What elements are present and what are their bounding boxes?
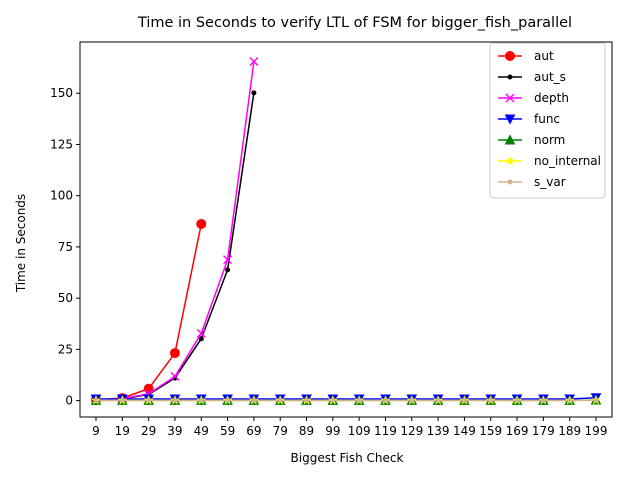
x-tick-label: 139: [427, 424, 450, 438]
legend-marker: [504, 134, 516, 145]
x-tick-label: 159: [479, 424, 502, 438]
y-tick-label: 125: [50, 137, 73, 151]
plot-frame: [79, 41, 613, 418]
x-tick-label: 29: [141, 424, 156, 438]
data-point: [330, 397, 336, 403]
x-tick-label: 89: [299, 424, 314, 438]
data-point: [461, 397, 467, 403]
x-tick-label: 109: [348, 424, 371, 438]
y-tick-label: 0: [65, 394, 73, 408]
data-point: [304, 397, 310, 403]
x-tick-label: 9: [92, 424, 100, 438]
y-axis: 0 25 50 75 100 125 150: [50, 86, 80, 408]
plot-area: [79, 41, 613, 418]
x-tick-label: 119: [374, 424, 397, 438]
data-point: [172, 397, 178, 403]
x-tick-label: 39: [167, 424, 182, 438]
data-point: [198, 336, 204, 342]
legend-label: aut_s: [534, 70, 566, 84]
x-tick-label: 149: [453, 424, 476, 438]
data-point: [251, 397, 257, 403]
data-point: [225, 267, 231, 273]
x-tick-label: 169: [506, 424, 529, 438]
data-point: [223, 255, 233, 265]
data-point: [196, 328, 206, 338]
data-point: [169, 348, 180, 359]
x-tick-label: 69: [246, 424, 261, 438]
legend-item: depth: [498, 91, 569, 105]
y-tick-label: 100: [50, 189, 73, 203]
chart-title: Time in Seconds to verify LTL of FSM for…: [137, 15, 572, 31]
data-point: [225, 397, 231, 403]
y-tick-label: 50: [58, 291, 73, 305]
data-point: [356, 397, 362, 403]
legend-marker: [505, 93, 515, 103]
legend-label: no_internal: [534, 154, 601, 168]
x-tick-label: 59: [220, 424, 235, 438]
data-point: [198, 397, 204, 403]
data-point: [277, 397, 283, 403]
data-point: [249, 56, 259, 66]
x-tick-label: 19: [115, 424, 130, 438]
data-point: [514, 397, 520, 403]
x-tick-label: 79: [273, 424, 288, 438]
data-point: [488, 397, 494, 403]
data-point: [382, 397, 388, 403]
x-axis-label: Biggest Fish Check: [291, 451, 404, 465]
y-tick-label: 25: [58, 342, 73, 356]
series-layer: [90, 56, 602, 405]
series-func: [90, 393, 602, 405]
x-tick-label: 99: [325, 424, 340, 438]
legend-item: no_internal: [498, 154, 601, 168]
legend-marker: [507, 179, 513, 185]
legend-box: [489, 42, 606, 199]
legend-item: norm: [498, 133, 565, 147]
series-s_var: [93, 397, 599, 403]
series-aut: [91, 218, 207, 405]
legend-label: func: [534, 112, 560, 126]
data-point: [93, 397, 99, 403]
data-point: [435, 397, 441, 403]
legend-label: norm: [534, 133, 565, 147]
legend-item: aut: [498, 49, 554, 63]
legend-label: aut: [534, 49, 554, 63]
legend-item: aut_s: [498, 70, 566, 84]
data-point: [146, 397, 152, 403]
y-tick-label: 75: [58, 240, 73, 254]
data-point: [540, 397, 546, 403]
data-point: [119, 397, 125, 403]
legend-item: func: [498, 112, 560, 126]
x-tick-label: 189: [558, 424, 581, 438]
x-tick-label: 179: [532, 424, 555, 438]
data-point: [170, 371, 180, 381]
data-point: [593, 397, 599, 403]
legend-marker: [505, 155, 515, 166]
legend-label: s_var: [534, 175, 566, 189]
x-axis: 9 19 29 39 49 59 69 79 89 99 109 119 129 139 149 159 169…: [92, 417, 607, 438]
x-tick-label: 49: [194, 424, 209, 438]
data-point: [409, 397, 415, 403]
legend-marker: [507, 74, 513, 80]
legend-marker: [504, 114, 516, 125]
data-point: [251, 90, 257, 96]
x-tick-label: 129: [400, 424, 423, 438]
legend-item: s_var: [498, 175, 566, 189]
x-tick-label: 199: [585, 424, 608, 438]
series-line: [95, 223, 202, 401]
data-point: [567, 397, 573, 403]
y-tick-label: 150: [50, 86, 73, 100]
y-axis-label: Time in Seconds: [14, 194, 28, 293]
legend-label: depth: [534, 91, 569, 105]
data-point: [196, 218, 207, 229]
legend-marker: [505, 51, 515, 61]
